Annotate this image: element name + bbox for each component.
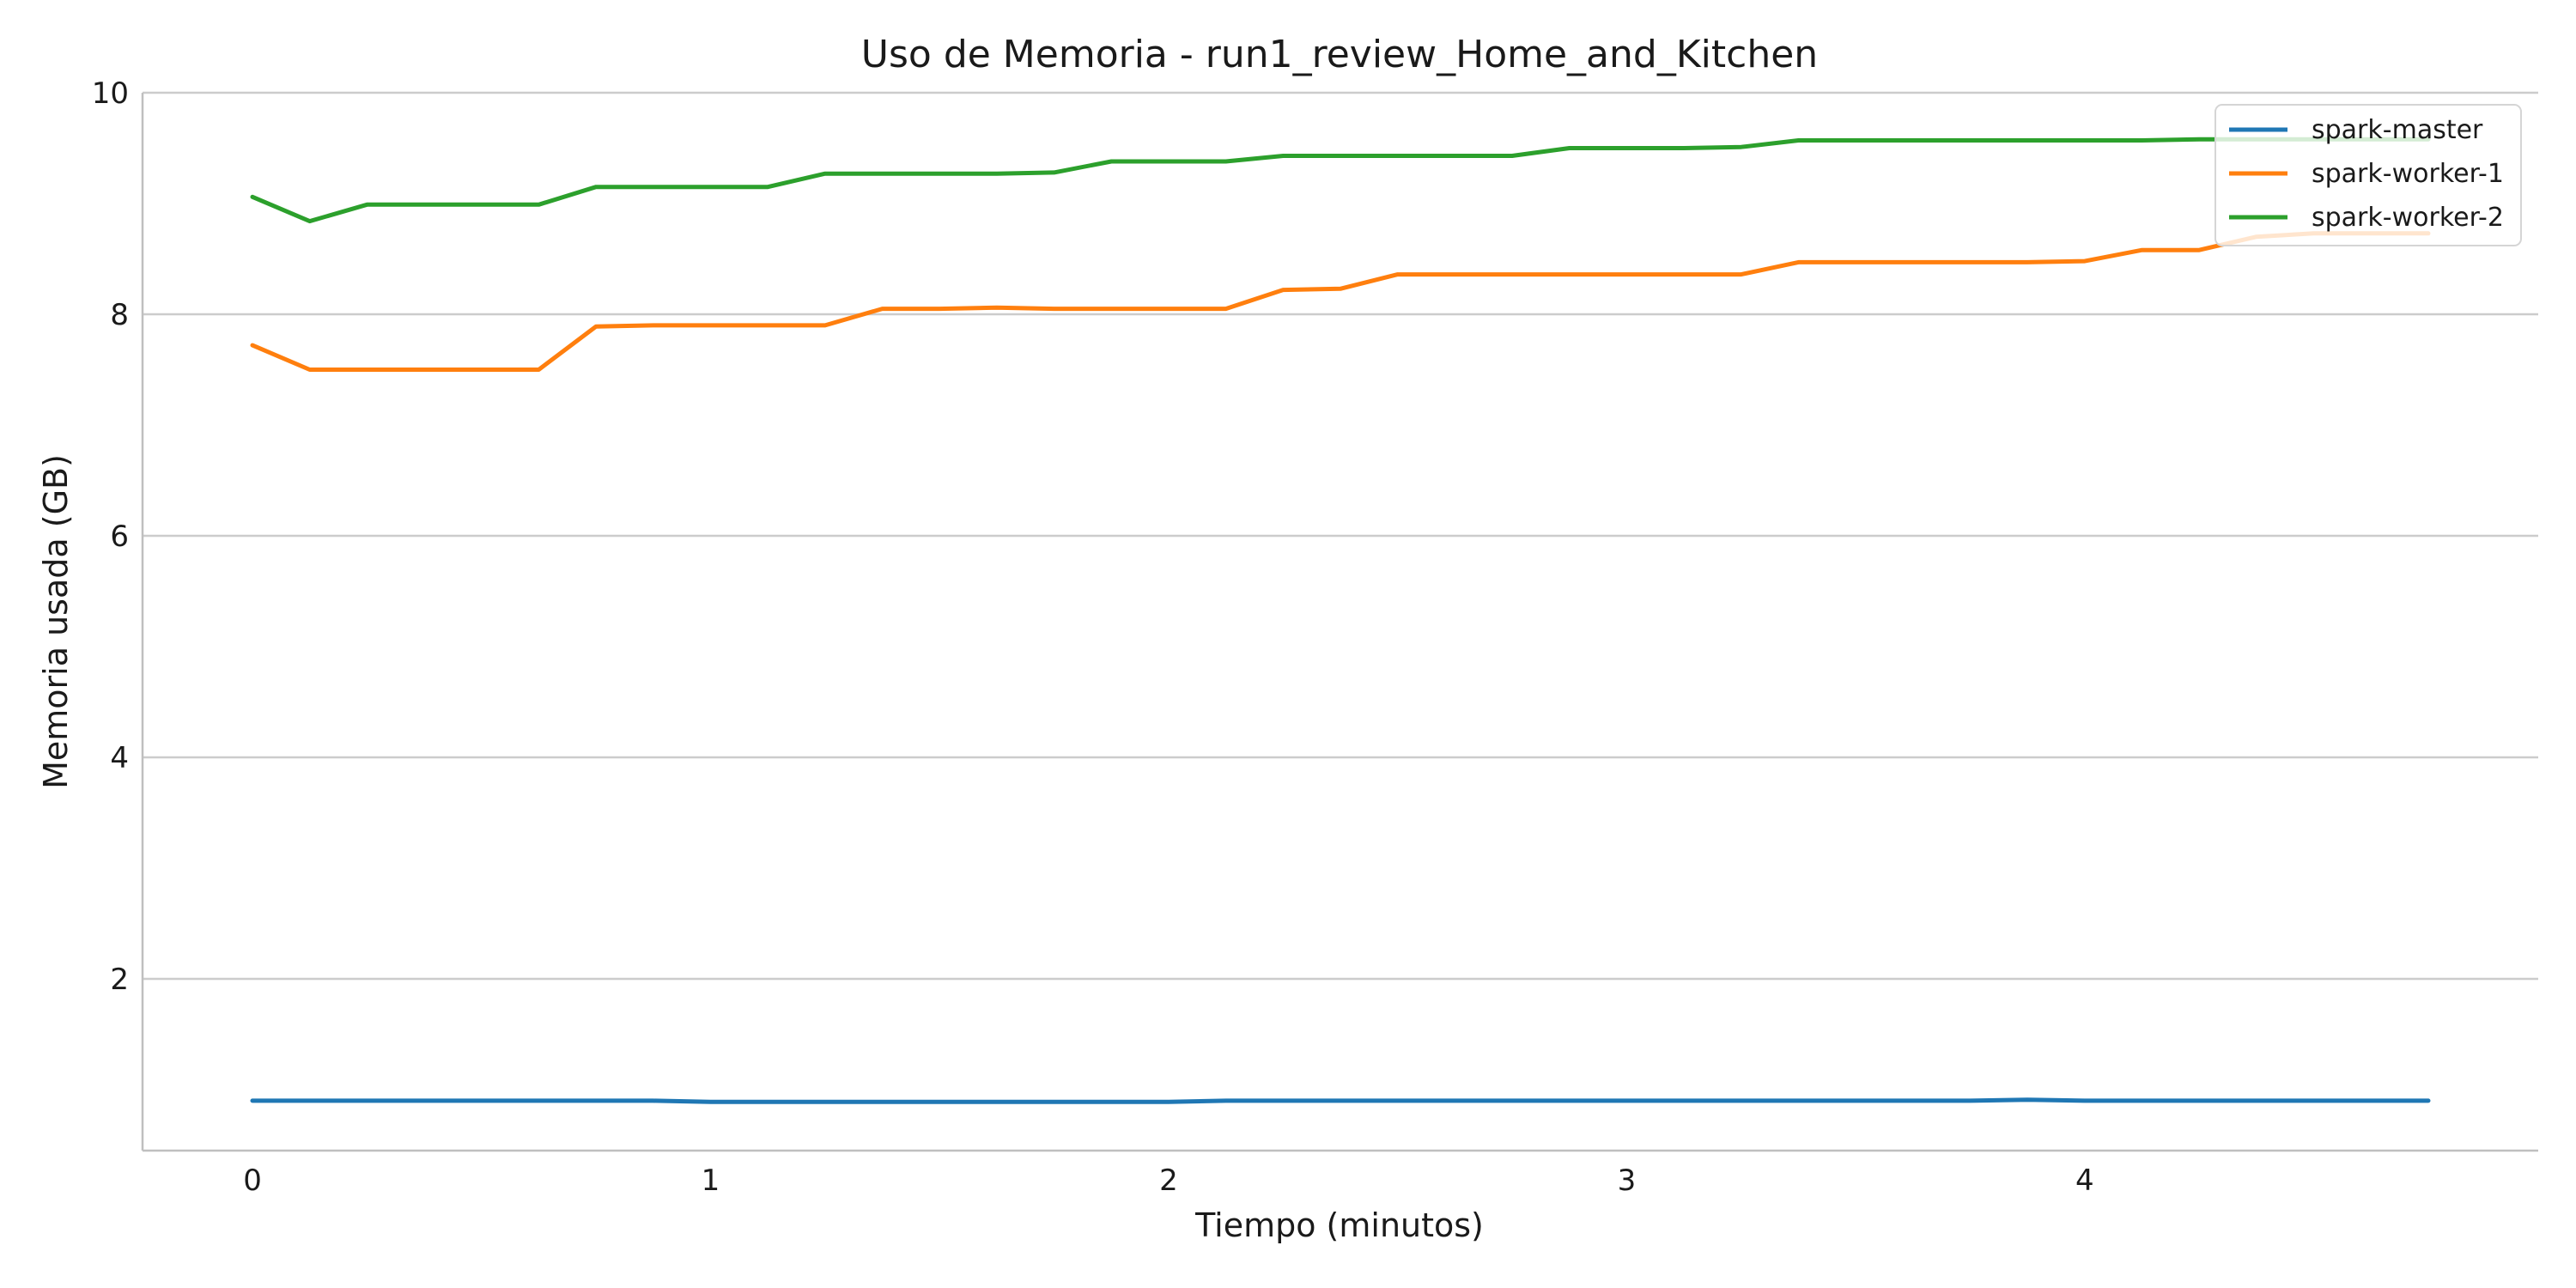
y-tick-label: 4 (110, 741, 129, 775)
grid-lines (143, 91, 2538, 981)
x-tick-label: 0 (243, 1163, 262, 1198)
legend-label-spark-worker-1: spark-worker-1 (2312, 159, 2504, 189)
x-tick-label: 2 (1159, 1163, 1178, 1198)
tick-labels: 2 4 6 8 10 0 1 2 3 4 (92, 76, 2094, 1198)
legend-label-spark-master: spark-master (2312, 115, 2483, 145)
legend: spark-master spark-worker-1 spark-worker-2 (2215, 104, 2522, 246)
x-tick-label: 3 (1618, 1163, 1637, 1198)
series-lines (250, 137, 2431, 1104)
y-tick-label: 10 (92, 76, 129, 111)
y-axis-label: Memoria usada (GB) (37, 454, 75, 789)
chart-title: Uso de Memoria - run1_review_Home_and_Ki… (861, 33, 1818, 76)
legend-box (2215, 104, 2522, 246)
x-tick-label: 4 (2075, 1163, 2094, 1198)
legend-label-spark-worker-2: spark-worker-2 (2312, 203, 2504, 233)
series-line-spark-worker-2 (250, 137, 2431, 224)
y-tick-label: 2 (110, 963, 129, 997)
y-tick-label: 8 (110, 298, 129, 332)
series-line-spark-master (250, 1097, 2431, 1104)
legend-items: spark-master spark-worker-1 spark-worker-2 (2229, 115, 2504, 233)
x-tick-label: 1 (702, 1163, 720, 1198)
x-axis-label: Tiempo (minutos) (1194, 1206, 1484, 1244)
y-tick-label: 6 (110, 519, 129, 554)
axis-spines (141, 93, 2538, 1152)
series-line-spark-worker-1 (250, 231, 2431, 372)
